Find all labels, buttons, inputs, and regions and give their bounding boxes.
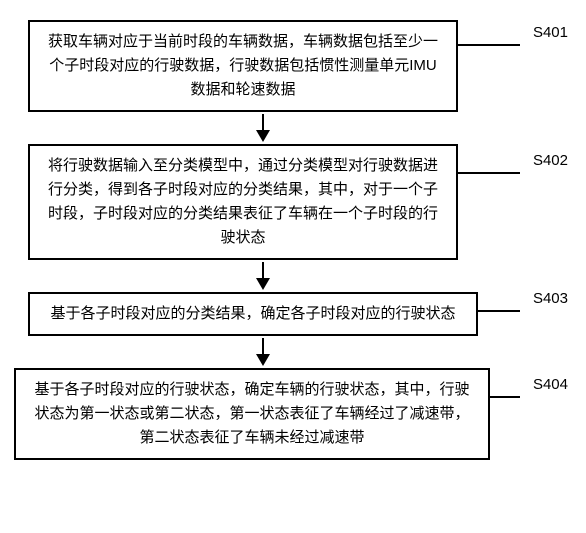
flow-step-row: 将行驶数据输入至分类模型中，通过分类模型对行驶数据进行分类，得到各子时段对应的分… (0, 144, 586, 260)
step-text: 获取车辆对应于当前时段的车辆数据，车辆数据包括至少一个子时段对应的行驶数据，行驶… (48, 33, 438, 98)
flow-step-box: 将行驶数据输入至分类模型中，通过分类模型对行驶数据进行分类，得到各子时段对应的分… (28, 144, 458, 260)
arrow-head-icon (256, 278, 270, 290)
connector-line (458, 44, 520, 46)
flow-step-box: 获取车辆对应于当前时段的车辆数据，车辆数据包括至少一个子时段对应的行驶数据，行驶… (28, 20, 458, 112)
flow-step-row: 基于各子时段对应的行驶状态，确定车辆的行驶状态，其中，行驶状态为第一状态或第二状… (0, 368, 586, 460)
flow-step-box: 基于各子时段对应的行驶状态，确定车辆的行驶状态，其中，行驶状态为第一状态或第二状… (14, 368, 490, 460)
flow-arrow (256, 262, 270, 290)
step-label: S401 (533, 24, 568, 41)
arrow-shaft (262, 338, 264, 354)
step-label: S402 (533, 152, 568, 169)
flow-step-row: 基于各子时段对应的分类结果，确定各子时段对应的行驶状态 S403 (0, 292, 586, 336)
arrow-head-icon (256, 354, 270, 366)
flow-arrow (256, 338, 270, 366)
step-text: 将行驶数据输入至分类模型中，通过分类模型对行驶数据进行分类，得到各子时段对应的分… (48, 157, 438, 246)
flow-arrow (256, 114, 270, 142)
step-label: S404 (533, 376, 568, 393)
step-text: 基于各子时段对应的分类结果，确定各子时段对应的行驶状态 (50, 305, 455, 322)
step-text: 基于各子时段对应的行驶状态，确定车辆的行驶状态，其中，行驶状态为第一状态或第二状… (34, 381, 469, 446)
connector-line (490, 396, 520, 398)
arrow-shaft (262, 262, 264, 278)
arrow-shaft (262, 114, 264, 130)
flow-step-row: 获取车辆对应于当前时段的车辆数据，车辆数据包括至少一个子时段对应的行驶数据，行驶… (0, 20, 586, 112)
flowchart-container: 获取车辆对应于当前时段的车辆数据，车辆数据包括至少一个子时段对应的行驶数据，行驶… (0, 20, 586, 460)
connector-line (478, 310, 520, 312)
connector-line (458, 172, 520, 174)
step-label: S403 (533, 290, 568, 307)
flow-step-box: 基于各子时段对应的分类结果，确定各子时段对应的行驶状态 (28, 292, 478, 336)
arrow-head-icon (256, 130, 270, 142)
